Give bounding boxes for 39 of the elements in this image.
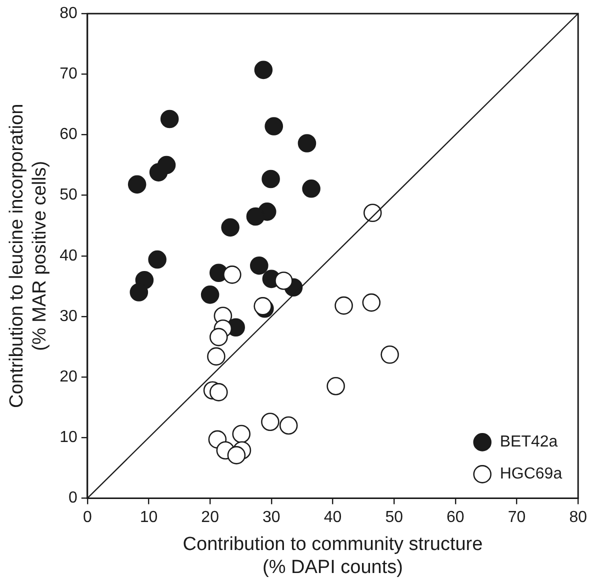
point: [128, 175, 146, 194]
point: [246, 207, 265, 226]
point: [200, 286, 220, 304]
y-tick-label: 80: [60, 5, 78, 22]
x-tick-label: 50: [385, 509, 404, 526]
x-axis-title: Contribution to community structure (% DAPI counts): [182, 534, 483, 578]
y-tick-label: 50: [60, 186, 78, 204]
point: [250, 256, 268, 275]
y-tick-label: 40: [60, 247, 78, 264]
x-tick-label: 30: [262, 509, 280, 526]
point: [298, 134, 316, 152]
y-tick-label: 60: [60, 126, 78, 144]
point: [227, 446, 246, 464]
y-tick-label: 10: [60, 429, 78, 446]
x-tick-label: 40: [324, 509, 342, 526]
y-tick-label: 70: [60, 66, 78, 83]
x-tick-label: 20: [201, 509, 220, 526]
point: [274, 272, 293, 290]
point: [130, 283, 148, 302]
x-tick-label: 80: [569, 509, 588, 526]
y-tick-label: 30: [60, 308, 78, 325]
point: [160, 110, 179, 128]
y-axis-title: Contribution to leucine incorporation (% MAR positive cells): [6, 104, 50, 408]
point: [264, 117, 284, 136]
x-tick-label: 60: [446, 509, 464, 526]
point: [210, 383, 228, 402]
legend-label: BET42a: [500, 434, 558, 451]
point: [302, 180, 320, 198]
point: [149, 163, 168, 182]
x-tick-label: 70: [508, 509, 526, 526]
point: [148, 250, 166, 269]
legend-label: HGC69a: [500, 466, 562, 483]
x-tick-label: 0: [82, 509, 92, 526]
point: [221, 218, 240, 237]
point: [254, 60, 273, 80]
x-tick-label: 10: [140, 509, 158, 526]
y-tick-label: 20: [60, 368, 78, 386]
point: [262, 170, 280, 188]
y-tick-label: 0: [68, 490, 78, 507]
